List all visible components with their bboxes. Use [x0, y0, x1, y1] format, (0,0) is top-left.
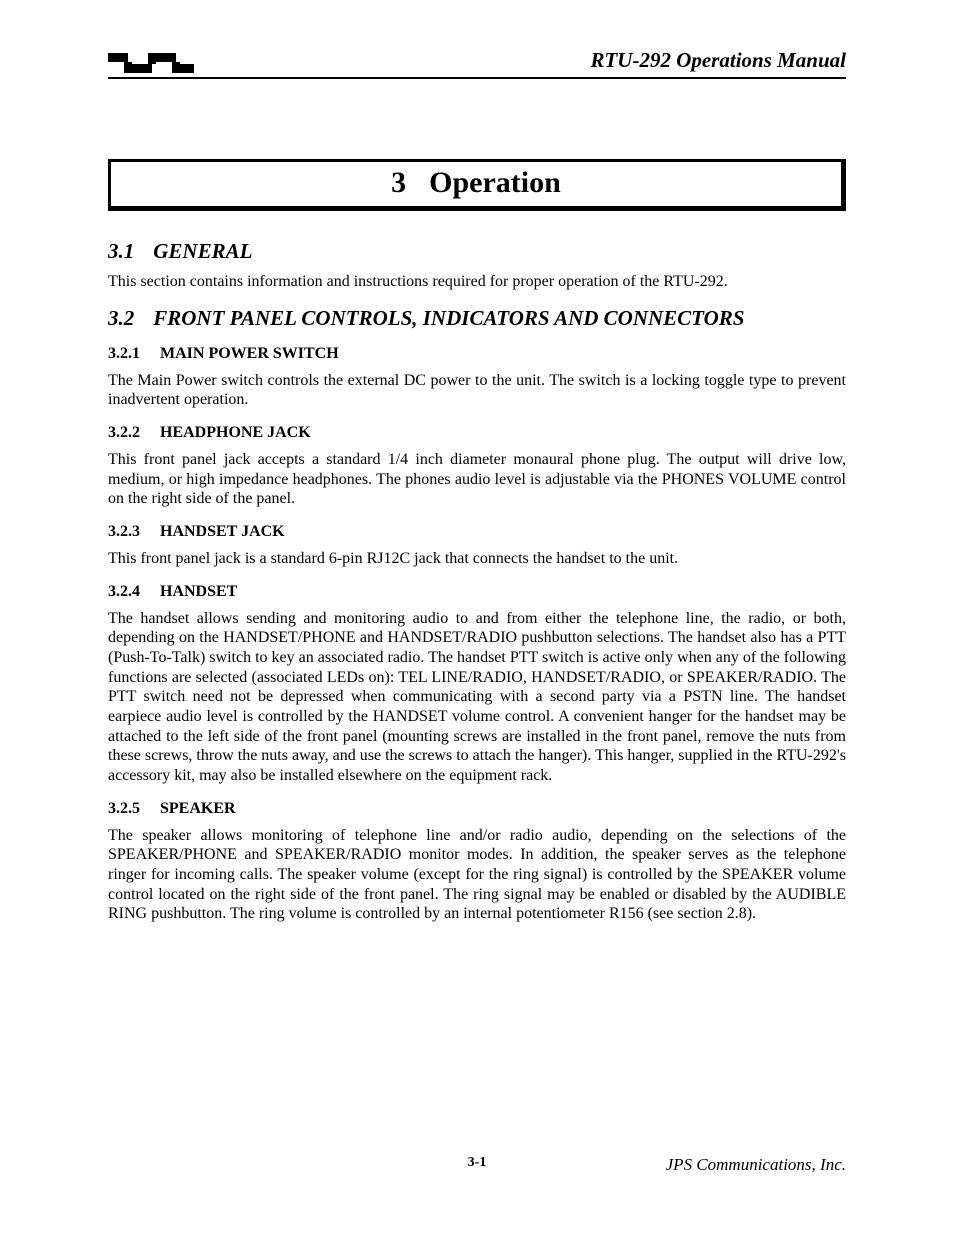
- subsection-body-3-2-1: The Main Power switch controls the exter…: [108, 371, 846, 410]
- subsection-body-3-2-3: This front panel jack is a standard 6-pi…: [108, 549, 846, 569]
- section-heading-3-1: 3.1 GENERAL: [108, 239, 846, 264]
- subsection-heading-3-2-3: 3.2.3 HANDSET JACK: [108, 523, 846, 541]
- subsection-number: 3.2.5: [108, 800, 156, 818]
- section-body-3-1: This section contains information and in…: [108, 272, 846, 292]
- page-header: RTU-292 Operations Manual: [108, 48, 846, 73]
- subsection-title: HANDSET JACK: [160, 523, 285, 540]
- page-footer: 3-1 JPS Communications, Inc.: [108, 1155, 846, 1175]
- company-logo: [108, 53, 194, 73]
- subsection-number: 3.2.3: [108, 523, 156, 541]
- header-manual-title: RTU-292 Operations Manual: [590, 48, 846, 73]
- section-heading-3-2: 3.2 FRONT PANEL CONTROLS, INDICATORS AND…: [108, 306, 846, 331]
- chapter-separator: [410, 166, 425, 199]
- section-number: 3.1: [108, 239, 148, 264]
- subsection-heading-3-2-2: 3.2.2 HEADPHONE JACK: [108, 424, 846, 442]
- subsection-title: SPEAKER: [160, 800, 236, 817]
- footer-company-name: JPS Communications, Inc.: [666, 1155, 846, 1175]
- subsection-heading-3-2-4: 3.2.4 HANDSET: [108, 583, 846, 601]
- header-rule: [108, 77, 846, 79]
- subsection-heading-3-2-1: 3.2.1 MAIN POWER SWITCH: [108, 345, 846, 363]
- section-title: GENERAL: [153, 239, 252, 263]
- subsection-number: 3.2.4: [108, 583, 156, 601]
- subsection-body-3-2-5: The speaker allows monitoring of telepho…: [108, 826, 846, 924]
- chapter-number: 3: [391, 166, 406, 199]
- subsection-number: 3.2.1: [108, 345, 156, 363]
- subsection-title: HANDSET: [160, 583, 237, 600]
- chapter-title-box: 3 Operation: [108, 159, 846, 211]
- subsection-heading-3-2-5: 3.2.5 SPEAKER: [108, 800, 846, 818]
- subsection-title: HEADPHONE JACK: [160, 424, 311, 441]
- subsection-title: MAIN POWER SWITCH: [160, 345, 339, 362]
- section-title: FRONT PANEL CONTROLS, INDICATORS AND CON…: [153, 306, 744, 330]
- logo-icon: [108, 53, 194, 73]
- chapter-title-text: Operation: [429, 166, 561, 199]
- subsection-body-3-2-4: The handset allows sending and monitorin…: [108, 609, 846, 786]
- subsection-body-3-2-2: This front panel jack accepts a standard…: [108, 450, 846, 509]
- section-number: 3.2: [108, 306, 148, 331]
- page-number: 3-1: [468, 1155, 487, 1171]
- subsection-number: 3.2.2: [108, 424, 156, 442]
